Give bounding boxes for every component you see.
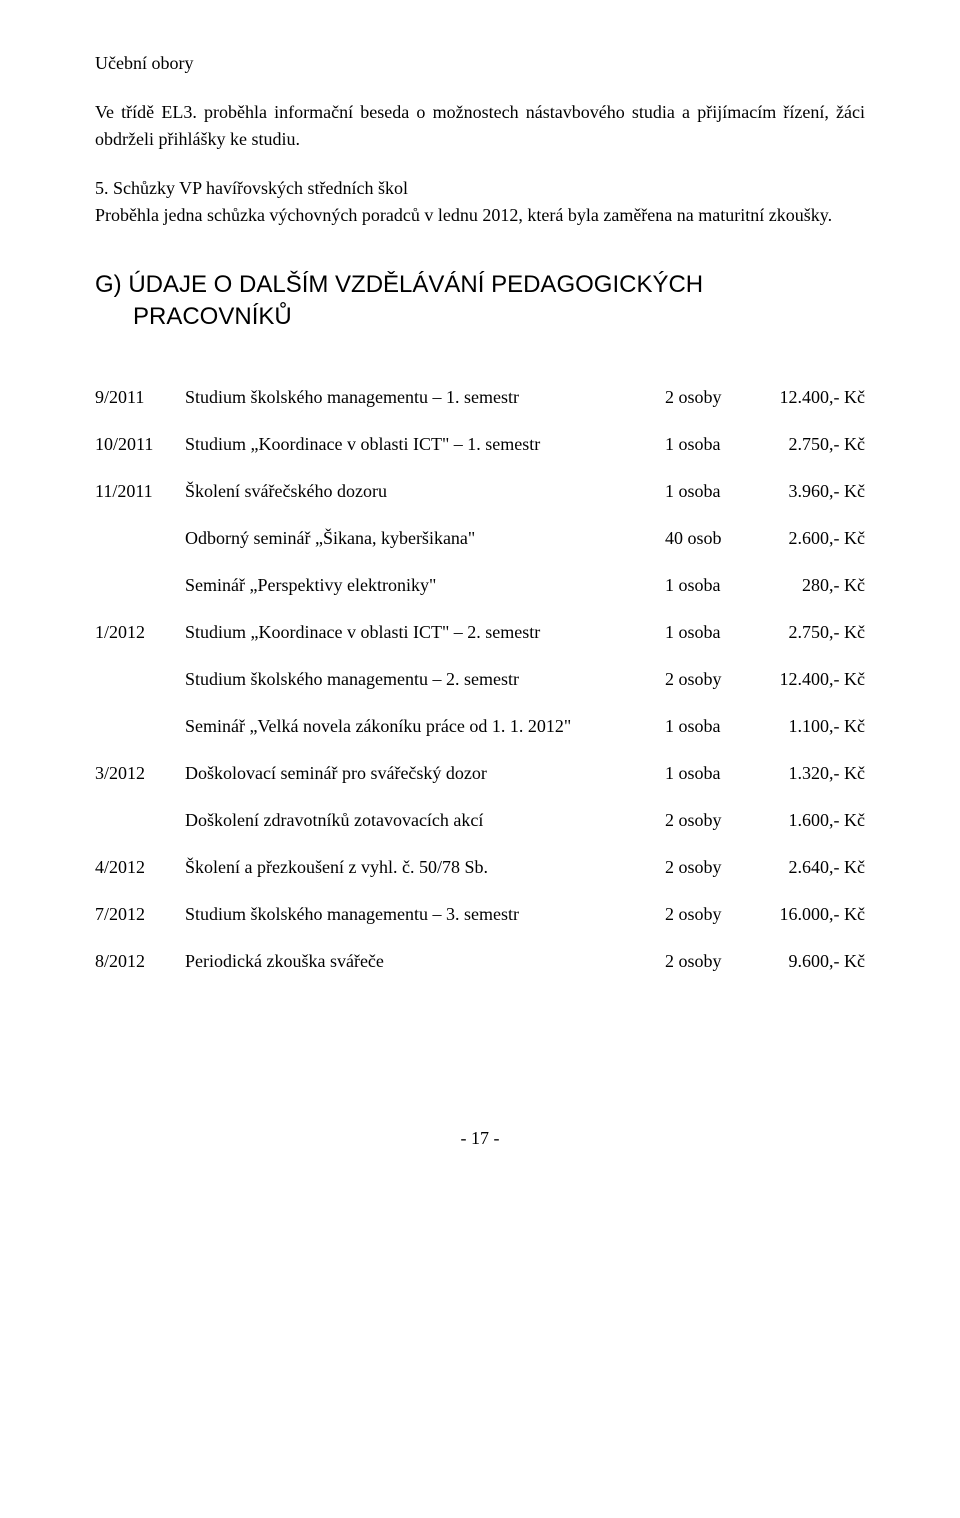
row-date: [95, 656, 185, 703]
row-date: 4/2012: [95, 844, 185, 891]
section-g-heading: G) ÚDAJE O DALŠÍM VZDĚLÁVÁNÍ PEDAGOGICKÝ…: [95, 269, 865, 334]
row-date: 8/2012: [95, 938, 185, 985]
page-number: - 17 -: [95, 1125, 865, 1152]
row-cost: 2.600,- Kč: [755, 515, 865, 562]
row-date: 11/2011: [95, 468, 185, 515]
table-row: 10/2011Studium „Koordinace v oblasti ICT…: [95, 421, 865, 468]
row-date: 9/2011: [95, 374, 185, 421]
table-row: 7/2012Studium školského managementu – 3.…: [95, 891, 865, 938]
row-date: 7/2012: [95, 891, 185, 938]
row-date: [95, 797, 185, 844]
row-description: Školení svářečského dozoru: [185, 468, 665, 515]
intro-para-1: Ve třídě EL3. proběhla informační beseda…: [95, 99, 865, 153]
row-count: 2 osoby: [665, 797, 755, 844]
row-date: [95, 515, 185, 562]
row-cost: 1.600,- Kč: [755, 797, 865, 844]
row-count: 2 osoby: [665, 656, 755, 703]
table-row: 1/2012Studium „Koordinace v oblasti ICT"…: [95, 609, 865, 656]
row-count: 40 osob: [665, 515, 755, 562]
section-g-heading-line2: PRACOVNÍKŮ: [95, 301, 865, 333]
table-row: Seminář „Perspektivy elektroniky"1 osoba…: [95, 562, 865, 609]
row-cost: 12.400,- Kč: [755, 656, 865, 703]
row-count: 2 osoby: [665, 938, 755, 985]
row-cost: 9.600,- Kč: [755, 938, 865, 985]
row-date: 10/2011: [95, 421, 185, 468]
table-row: 9/2011Studium školského managementu – 1.…: [95, 374, 865, 421]
row-count: 2 osoby: [665, 844, 755, 891]
row-description: Studium „Koordinace v oblasti ICT" – 1. …: [185, 421, 665, 468]
row-description: Studium školského managementu – 1. semes…: [185, 374, 665, 421]
row-date: 1/2012: [95, 609, 185, 656]
row-cost: 16.000,- Kč: [755, 891, 865, 938]
row-description: Periodická zkouška svářeče: [185, 938, 665, 985]
row-description: Doškolovací seminář pro svářečský dozor: [185, 750, 665, 797]
row-description: Studium školského managementu – 2. semes…: [185, 656, 665, 703]
row-cost: 2.750,- Kč: [755, 421, 865, 468]
table-row: Doškolení zdravotníků zotavovacích akcí2…: [95, 797, 865, 844]
row-count: 1 osoba: [665, 421, 755, 468]
row-count: 1 osoba: [665, 609, 755, 656]
row-cost: 3.960,- Kč: [755, 468, 865, 515]
row-description: Seminář „Velká novela zákoníku práce od …: [185, 703, 665, 750]
row-cost: 1.320,- Kč: [755, 750, 865, 797]
table-row: Studium školského managementu – 2. semes…: [95, 656, 865, 703]
row-count: 1 osoba: [665, 562, 755, 609]
row-cost: 12.400,- Kč: [755, 374, 865, 421]
table-row: 11/2011Školení svářečského dozoru1 osoba…: [95, 468, 865, 515]
row-description: Doškolení zdravotníků zotavovacích akcí: [185, 797, 665, 844]
row-cost: 2.750,- Kč: [755, 609, 865, 656]
row-description: Odborný seminář „Šikana, kyberšikana": [185, 515, 665, 562]
row-date: [95, 562, 185, 609]
row-description: Seminář „Perspektivy elektroniky": [185, 562, 665, 609]
row-description: Školení a přezkoušení z vyhl. č. 50/78 S…: [185, 844, 665, 891]
table-row: 4/2012Školení a přezkoušení z vyhl. č. 5…: [95, 844, 865, 891]
intro-para-2: Proběhla jedna schůzka výchovných poradc…: [95, 202, 865, 229]
table-row: 8/2012Periodická zkouška svářeče2 osoby9…: [95, 938, 865, 985]
training-table: 9/2011Studium školského managementu – 1.…: [95, 374, 865, 985]
row-date: 3/2012: [95, 750, 185, 797]
intro-item5-title: 5. Schůzky VP havířovských středních ško…: [95, 175, 865, 202]
row-description: Studium „Koordinace v oblasti ICT" – 2. …: [185, 609, 665, 656]
row-count: 1 osoba: [665, 750, 755, 797]
row-date: [95, 703, 185, 750]
table-row: Odborný seminář „Šikana, kyberšikana"40 …: [95, 515, 865, 562]
row-cost: 280,- Kč: [755, 562, 865, 609]
row-description: Studium školského managementu – 3. semes…: [185, 891, 665, 938]
row-count: 1 osoba: [665, 703, 755, 750]
intro-heading: Učební obory: [95, 50, 865, 77]
row-cost: 2.640,- Kč: [755, 844, 865, 891]
row-count: 2 osoby: [665, 374, 755, 421]
table-row: 3/2012Doškolovací seminář pro svářečský …: [95, 750, 865, 797]
row-cost: 1.100,- Kč: [755, 703, 865, 750]
section-g-heading-line1: G) ÚDAJE O DALŠÍM VZDĚLÁVÁNÍ PEDAGOGICKÝ…: [95, 271, 703, 298]
row-count: 1 osoba: [665, 468, 755, 515]
table-row: Seminář „Velká novela zákoníku práce od …: [95, 703, 865, 750]
row-count: 2 osoby: [665, 891, 755, 938]
